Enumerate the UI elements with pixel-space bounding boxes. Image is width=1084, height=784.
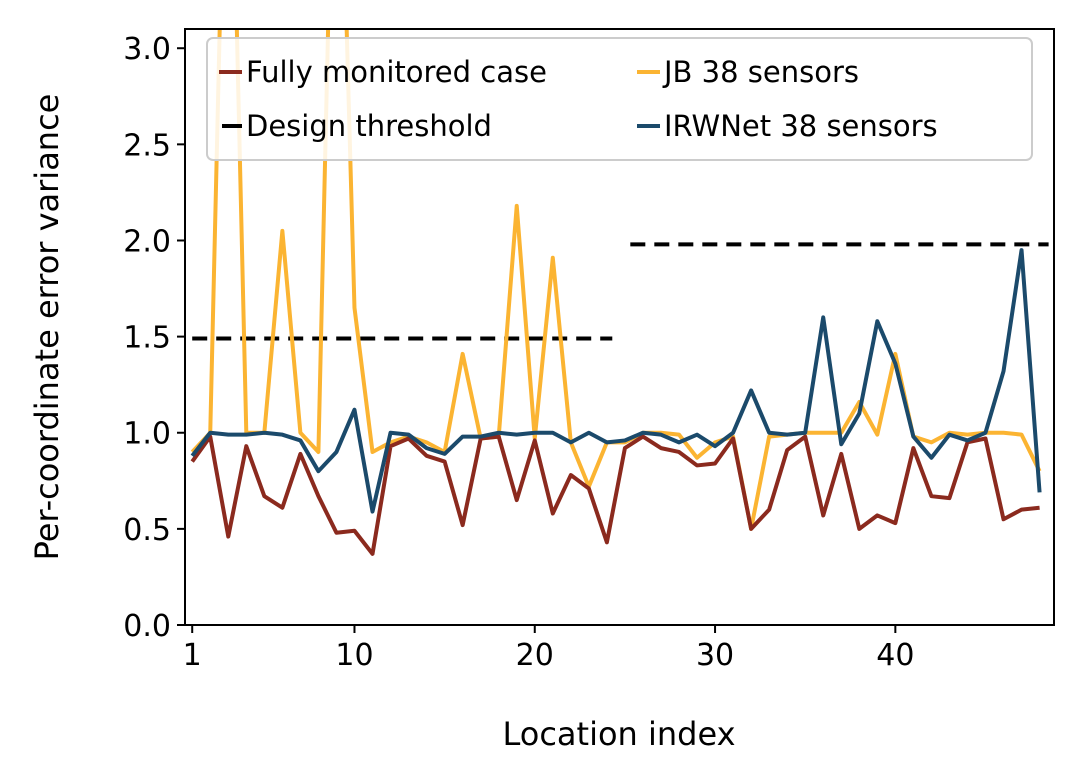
legend-label-design-threshold: Design threshold [246,109,492,143]
y-tick-label: 1.0 [123,417,171,452]
x-tick-label: 10 [335,638,373,673]
legend-box [206,37,1033,161]
y-tick-label: 0.5 [123,513,171,548]
y-tick-label: 3.0 [123,32,171,67]
y-tick-label: 2.5 [123,128,171,163]
legend-label-fully-monitored: Fully monitored case [246,55,547,89]
x-tick-label: 30 [696,638,734,673]
y-tick-label: 1.5 [123,321,171,356]
legend-label-irwnet: IRWNet 38 sensors [664,109,938,143]
x-axis: 1 10 20 30 40 [183,625,914,673]
series-line-fully-monitored-case [190,434,1040,556]
x-tick-label: 1 [183,638,202,673]
plot-frame [184,28,1055,626]
series-lines [190,29,1042,556]
series-line-irwnet-38-sensors [190,248,1042,514]
design-threshold-lines [192,242,1049,341]
x-tick-label: 40 [876,638,914,673]
y-axis-title: Per-coordinate error variance [28,94,66,561]
x-tick-label: 20 [516,638,554,673]
y-tick-label: 0.0 [123,609,171,644]
y-axis: 0.0 0.5 1.0 1.5 2.0 2.5 3.0 [123,32,185,644]
legend-label-jb: JB 38 sensors [662,55,859,89]
legend: Fully monitored case JB 38 sensors Desig… [206,37,1033,161]
series-points-irwnet-38-sensors [190,248,1041,513]
y-tick-label: 2.0 [123,224,171,259]
x-axis-title: Location index [502,715,735,753]
